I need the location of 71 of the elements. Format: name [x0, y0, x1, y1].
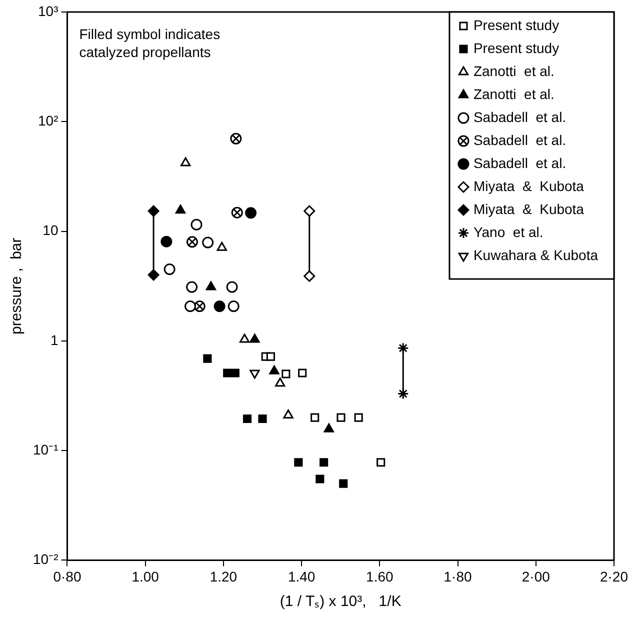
point — [164, 264, 176, 276]
point — [228, 300, 240, 312]
point — [304, 205, 316, 217]
point — [184, 300, 196, 312]
point — [148, 205, 160, 217]
legend-label: Present study — [473, 16, 560, 33]
y-axis-title: pressure , bar — [8, 238, 26, 334]
x-tick-label: 2·20 — [600, 568, 628, 584]
legend-label: Sabadell et al. — [473, 108, 566, 125]
legend-label: Zanotti et al. — [473, 86, 554, 102]
legend-label: Kuwahara & Kubota — [473, 246, 598, 263]
legend-label: Present study — [473, 40, 560, 56]
legend-label: Miyata & Kubota — [473, 200, 584, 217]
point — [250, 334, 260, 343]
point — [148, 269, 160, 281]
point — [282, 370, 290, 378]
x-tick-label: 2·00 — [522, 568, 550, 584]
x-tick-label: 1.40 — [288, 568, 316, 584]
x-axis-title: (1 / Tₛ) x 10³, 1/K — [280, 593, 402, 610]
point — [339, 479, 348, 488]
point — [304, 270, 316, 282]
point — [298, 368, 307, 378]
legend-label: Miyata & Kubota — [473, 178, 584, 194]
point — [206, 281, 216, 290]
point — [202, 236, 214, 248]
point — [376, 458, 386, 467]
point — [214, 300, 226, 312]
point — [226, 281, 238, 293]
point — [190, 218, 202, 230]
point — [397, 342, 409, 354]
point — [175, 204, 186, 214]
y-tick-label: 10² — [38, 112, 59, 128]
y-tick-label: 10³ — [38, 2, 59, 19]
y-tick-label: 1 — [50, 332, 58, 348]
point — [216, 242, 227, 251]
annotation: Filled symbol indicates catalyzed propellants — [79, 26, 220, 60]
point — [316, 474, 324, 484]
point — [160, 236, 172, 248]
legend-label: Zanotti et al. — [473, 62, 554, 79]
y-tick-label: 10⁻² — [33, 551, 59, 568]
point — [310, 413, 320, 422]
point — [186, 281, 198, 293]
point — [266, 352, 275, 361]
point — [180, 157, 191, 166]
point — [250, 370, 260, 379]
point — [269, 365, 280, 374]
legend-label: Sabadell et al. — [473, 132, 566, 148]
point — [239, 334, 250, 343]
y-tick-label: 10⁻¹ — [33, 441, 59, 458]
point — [242, 414, 252, 424]
legend-label: Yano et al. — [473, 224, 544, 240]
point — [324, 423, 334, 432]
point — [336, 413, 346, 422]
point — [230, 368, 240, 378]
point — [283, 409, 294, 418]
point — [203, 354, 212, 363]
point — [258, 414, 267, 424]
point — [245, 207, 257, 219]
x-tick-label: 0·80 — [53, 568, 82, 584]
point — [354, 413, 363, 422]
y-tick-label: 10 — [42, 222, 58, 238]
point — [294, 458, 303, 467]
legend-label: Sabadell et al. — [473, 154, 566, 171]
point — [320, 458, 328, 467]
x-tick-label: 1.00 — [132, 568, 160, 584]
x-tick-label: 1.60 — [366, 568, 394, 584]
point — [275, 378, 286, 387]
point — [223, 368, 232, 378]
x-tick-label: 1·80 — [444, 568, 472, 584]
point — [397, 388, 409, 400]
x-tick-label: 1.20 — [210, 568, 238, 584]
